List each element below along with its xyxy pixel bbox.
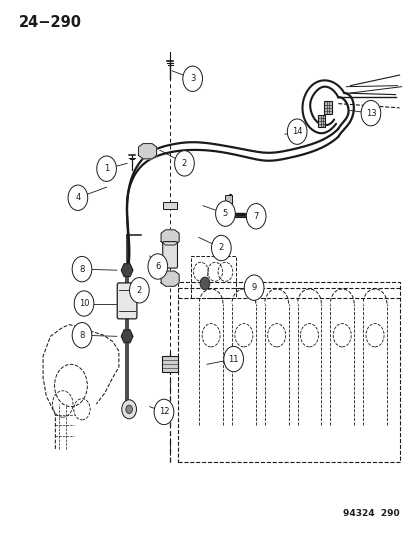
Polygon shape <box>138 143 156 159</box>
Text: 10: 10 <box>78 299 89 308</box>
Polygon shape <box>121 264 133 277</box>
Bar <box>317 115 325 127</box>
Circle shape <box>126 405 132 414</box>
Circle shape <box>199 277 209 290</box>
Text: 3: 3 <box>190 74 195 83</box>
Text: 5: 5 <box>222 209 228 218</box>
Circle shape <box>154 399 173 425</box>
Circle shape <box>72 322 92 348</box>
Circle shape <box>287 119 306 144</box>
Text: 94324  290: 94324 290 <box>342 508 399 518</box>
Text: 9: 9 <box>251 283 256 292</box>
Circle shape <box>97 156 116 181</box>
Circle shape <box>72 256 92 282</box>
Bar <box>178 282 399 462</box>
FancyBboxPatch shape <box>162 241 177 268</box>
Circle shape <box>183 66 202 92</box>
Circle shape <box>215 201 235 227</box>
Circle shape <box>68 185 88 211</box>
Circle shape <box>246 204 266 229</box>
Text: 8: 8 <box>79 331 85 340</box>
Text: 7: 7 <box>253 212 258 221</box>
Circle shape <box>223 346 243 372</box>
Text: 12: 12 <box>158 407 169 416</box>
Text: 4: 4 <box>75 193 81 202</box>
Circle shape <box>74 291 94 316</box>
FancyBboxPatch shape <box>117 283 137 319</box>
Bar <box>323 101 331 115</box>
Text: 13: 13 <box>365 109 375 118</box>
Circle shape <box>360 100 380 126</box>
Text: 2: 2 <box>181 159 187 168</box>
Text: 14: 14 <box>291 127 301 136</box>
Polygon shape <box>161 271 179 286</box>
Bar <box>162 202 177 209</box>
Polygon shape <box>121 330 133 343</box>
Text: 11: 11 <box>228 354 238 364</box>
Circle shape <box>121 400 136 419</box>
Circle shape <box>244 275 263 300</box>
Circle shape <box>211 235 230 261</box>
Text: 1: 1 <box>104 164 109 173</box>
Circle shape <box>147 254 167 279</box>
Text: 24−290: 24−290 <box>19 15 81 30</box>
Circle shape <box>174 151 194 176</box>
Text: 2: 2 <box>136 286 142 295</box>
Bar <box>161 357 178 372</box>
Polygon shape <box>161 230 179 245</box>
Text: 2: 2 <box>218 244 223 253</box>
Text: 8: 8 <box>79 265 85 273</box>
Text: 6: 6 <box>155 262 160 271</box>
Circle shape <box>129 278 149 303</box>
Bar <box>190 256 235 298</box>
Bar <box>224 195 231 217</box>
